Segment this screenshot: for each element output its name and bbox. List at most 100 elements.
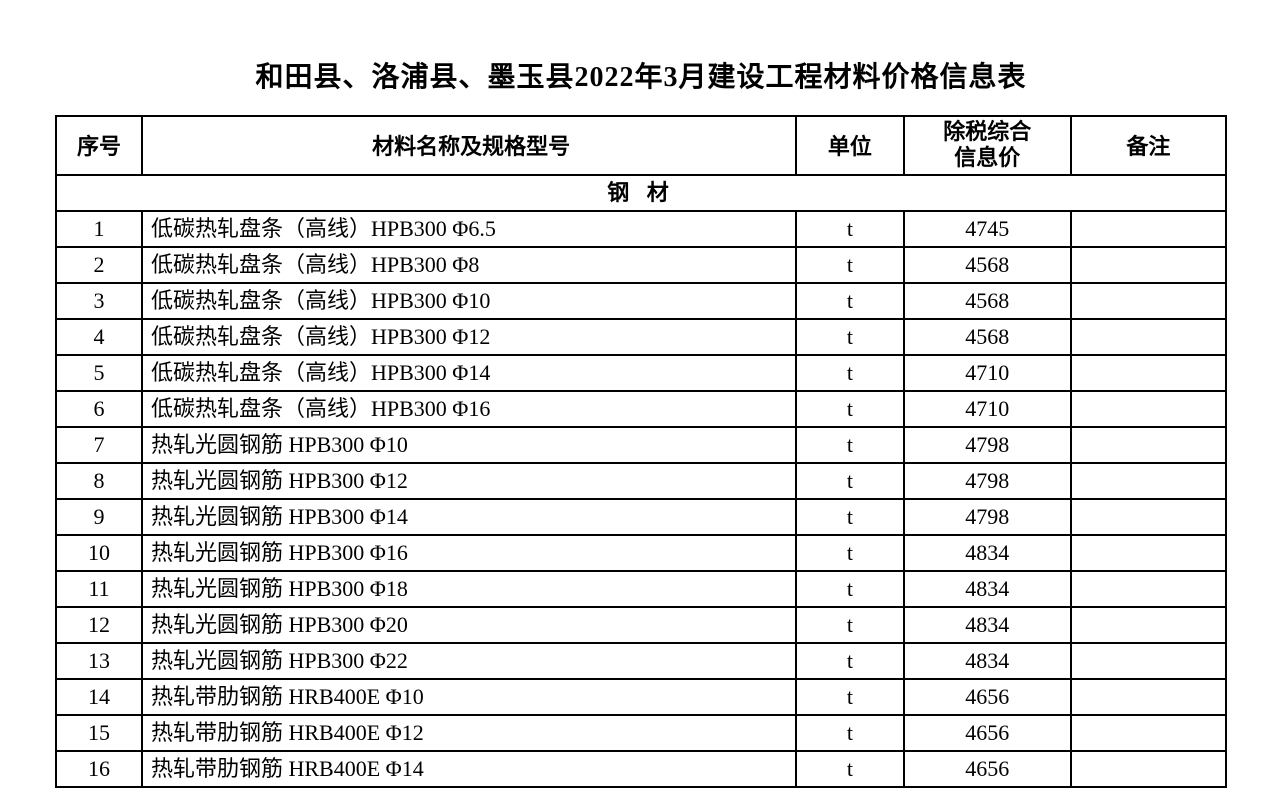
column-header-unit: 单位: [796, 116, 903, 175]
table-row: 5低碳热轧盘条（高线）HPB300 Φ14t4710: [56, 355, 1226, 391]
cell-price: 4798: [904, 499, 1071, 535]
cell-remark: [1071, 427, 1226, 463]
cell-seq: 1: [56, 211, 142, 247]
cell-unit: t: [796, 427, 903, 463]
table-header-row: 序号 材料名称及规格型号 单位 除税综合信息价 备注: [56, 116, 1226, 175]
cell-price: 4798: [904, 427, 1071, 463]
cell-unit: t: [796, 643, 903, 679]
cell-name: 低碳热轧盘条（高线）HPB300 Φ6.5: [142, 211, 796, 247]
cell-unit: t: [796, 499, 903, 535]
cell-price: 4568: [904, 247, 1071, 283]
cell-remark: [1071, 679, 1226, 715]
cell-name: 热轧光圆钢筋 HPB300 Φ14: [142, 499, 796, 535]
cell-seq: 8: [56, 463, 142, 499]
table-row: 6低碳热轧盘条（高线）HPB300 Φ16t4710: [56, 391, 1226, 427]
cell-seq: 2: [56, 247, 142, 283]
page-title: 和田县、洛浦县、墨玉县2022年3月建设工程材料价格信息表: [0, 55, 1282, 95]
cell-price: 4834: [904, 607, 1071, 643]
cell-price: 4656: [904, 751, 1071, 787]
cell-remark: [1071, 499, 1226, 535]
material-price-table-container: 序号 材料名称及规格型号 单位 除税综合信息价 备注 钢 材 1低碳热轧盘条（高…: [55, 115, 1227, 788]
cell-remark: [1071, 283, 1226, 319]
cell-remark: [1071, 391, 1226, 427]
cell-price: 4568: [904, 283, 1071, 319]
cell-name: 热轧光圆钢筋 HPB300 Φ12: [142, 463, 796, 499]
cell-unit: t: [796, 715, 903, 751]
cell-remark: [1071, 607, 1226, 643]
cell-unit: t: [796, 355, 903, 391]
cell-remark: [1071, 535, 1226, 571]
cell-unit: t: [796, 319, 903, 355]
cell-price: 4710: [904, 391, 1071, 427]
cell-seq: 16: [56, 751, 142, 787]
cell-seq: 3: [56, 283, 142, 319]
cell-price: 4656: [904, 715, 1071, 751]
cell-seq: 11: [56, 571, 142, 607]
table-row: 4低碳热轧盘条（高线）HPB300 Φ12t4568: [56, 319, 1226, 355]
cell-price: 4834: [904, 571, 1071, 607]
cell-unit: t: [796, 283, 903, 319]
cell-remark: [1071, 571, 1226, 607]
cell-price: 4798: [904, 463, 1071, 499]
table-row: 8热轧光圆钢筋 HPB300 Φ12t4798: [56, 463, 1226, 499]
table-row: 3低碳热轧盘条（高线）HPB300 Φ10t4568: [56, 283, 1226, 319]
table-row: 16热轧带肋钢筋 HRB400E Φ14t4656: [56, 751, 1226, 787]
cell-seq: 15: [56, 715, 142, 751]
column-header-price-line2: 信息价: [954, 145, 1020, 170]
cell-name: 热轧光圆钢筋 HPB300 Φ16: [142, 535, 796, 571]
cell-name: 热轧光圆钢筋 HPB300 Φ18: [142, 571, 796, 607]
cell-name: 低碳热轧盘条（高线）HPB300 Φ16: [142, 391, 796, 427]
cell-seq: 5: [56, 355, 142, 391]
table-row: 15热轧带肋钢筋 HRB400E Φ12t4656: [56, 715, 1226, 751]
cell-remark: [1071, 463, 1226, 499]
column-header-price: 除税综合信息价: [904, 116, 1071, 175]
cell-name: 热轧带肋钢筋 HRB400E Φ12: [142, 715, 796, 751]
cell-name: 热轧光圆钢筋 HPB300 Φ22: [142, 643, 796, 679]
cell-unit: t: [796, 679, 903, 715]
cell-seq: 13: [56, 643, 142, 679]
table-row: 7热轧光圆钢筋 HPB300 Φ10t4798: [56, 427, 1226, 463]
column-header-seq: 序号: [56, 116, 142, 175]
cell-price: 4745: [904, 211, 1071, 247]
cell-seq: 12: [56, 607, 142, 643]
cell-price: 4710: [904, 355, 1071, 391]
cell-name: 低碳热轧盘条（高线）HPB300 Φ12: [142, 319, 796, 355]
column-header-name: 材料名称及规格型号: [142, 116, 796, 175]
cell-remark: [1071, 355, 1226, 391]
cell-remark: [1071, 211, 1226, 247]
cell-name: 低碳热轧盘条（高线）HPB300 Φ8: [142, 247, 796, 283]
cell-unit: t: [796, 535, 903, 571]
cell-remark: [1071, 643, 1226, 679]
cell-remark: [1071, 751, 1226, 787]
section-header-steel: 钢 材: [56, 175, 1226, 211]
cell-name: 热轧光圆钢筋 HPB300 Φ20: [142, 607, 796, 643]
cell-unit: t: [796, 211, 903, 247]
table-row: 12热轧光圆钢筋 HPB300 Φ20t4834: [56, 607, 1226, 643]
column-header-price-line1: 除税综合: [943, 119, 1031, 144]
material-price-table: 序号 材料名称及规格型号 单位 除税综合信息价 备注 钢 材 1低碳热轧盘条（高…: [55, 115, 1227, 788]
cell-seq: 9: [56, 499, 142, 535]
table-row: 13热轧光圆钢筋 HPB300 Φ22t4834: [56, 643, 1226, 679]
cell-seq: 10: [56, 535, 142, 571]
cell-remark: [1071, 247, 1226, 283]
cell-name: 热轧光圆钢筋 HPB300 Φ10: [142, 427, 796, 463]
cell-unit: t: [796, 391, 903, 427]
cell-unit: t: [796, 571, 903, 607]
cell-price: 4656: [904, 679, 1071, 715]
cell-price: 4834: [904, 643, 1071, 679]
cell-name: 热轧带肋钢筋 HRB400E Φ14: [142, 751, 796, 787]
cell-price: 4568: [904, 319, 1071, 355]
cell-seq: 4: [56, 319, 142, 355]
cell-seq: 6: [56, 391, 142, 427]
cell-name: 热轧带肋钢筋 HRB400E Φ10: [142, 679, 796, 715]
table-row: 2低碳热轧盘条（高线）HPB300 Φ8t4568: [56, 247, 1226, 283]
table-row: 10热轧光圆钢筋 HPB300 Φ16t4834: [56, 535, 1226, 571]
cell-unit: t: [796, 463, 903, 499]
table-section-row: 钢 材: [56, 175, 1226, 211]
cell-unit: t: [796, 751, 903, 787]
cell-price: 4834: [904, 535, 1071, 571]
table-row: 14热轧带肋钢筋 HRB400E Φ10t4656: [56, 679, 1226, 715]
column-header-remark: 备注: [1071, 116, 1226, 175]
cell-name: 低碳热轧盘条（高线）HPB300 Φ10: [142, 283, 796, 319]
cell-remark: [1071, 319, 1226, 355]
